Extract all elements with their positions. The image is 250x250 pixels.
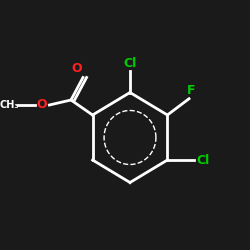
- Text: O: O: [72, 62, 82, 75]
- Text: Cl: Cl: [196, 154, 209, 166]
- Text: O: O: [37, 98, 48, 112]
- Text: F: F: [187, 84, 196, 98]
- Text: Cl: Cl: [123, 57, 136, 70]
- Text: CH₃: CH₃: [0, 100, 20, 110]
